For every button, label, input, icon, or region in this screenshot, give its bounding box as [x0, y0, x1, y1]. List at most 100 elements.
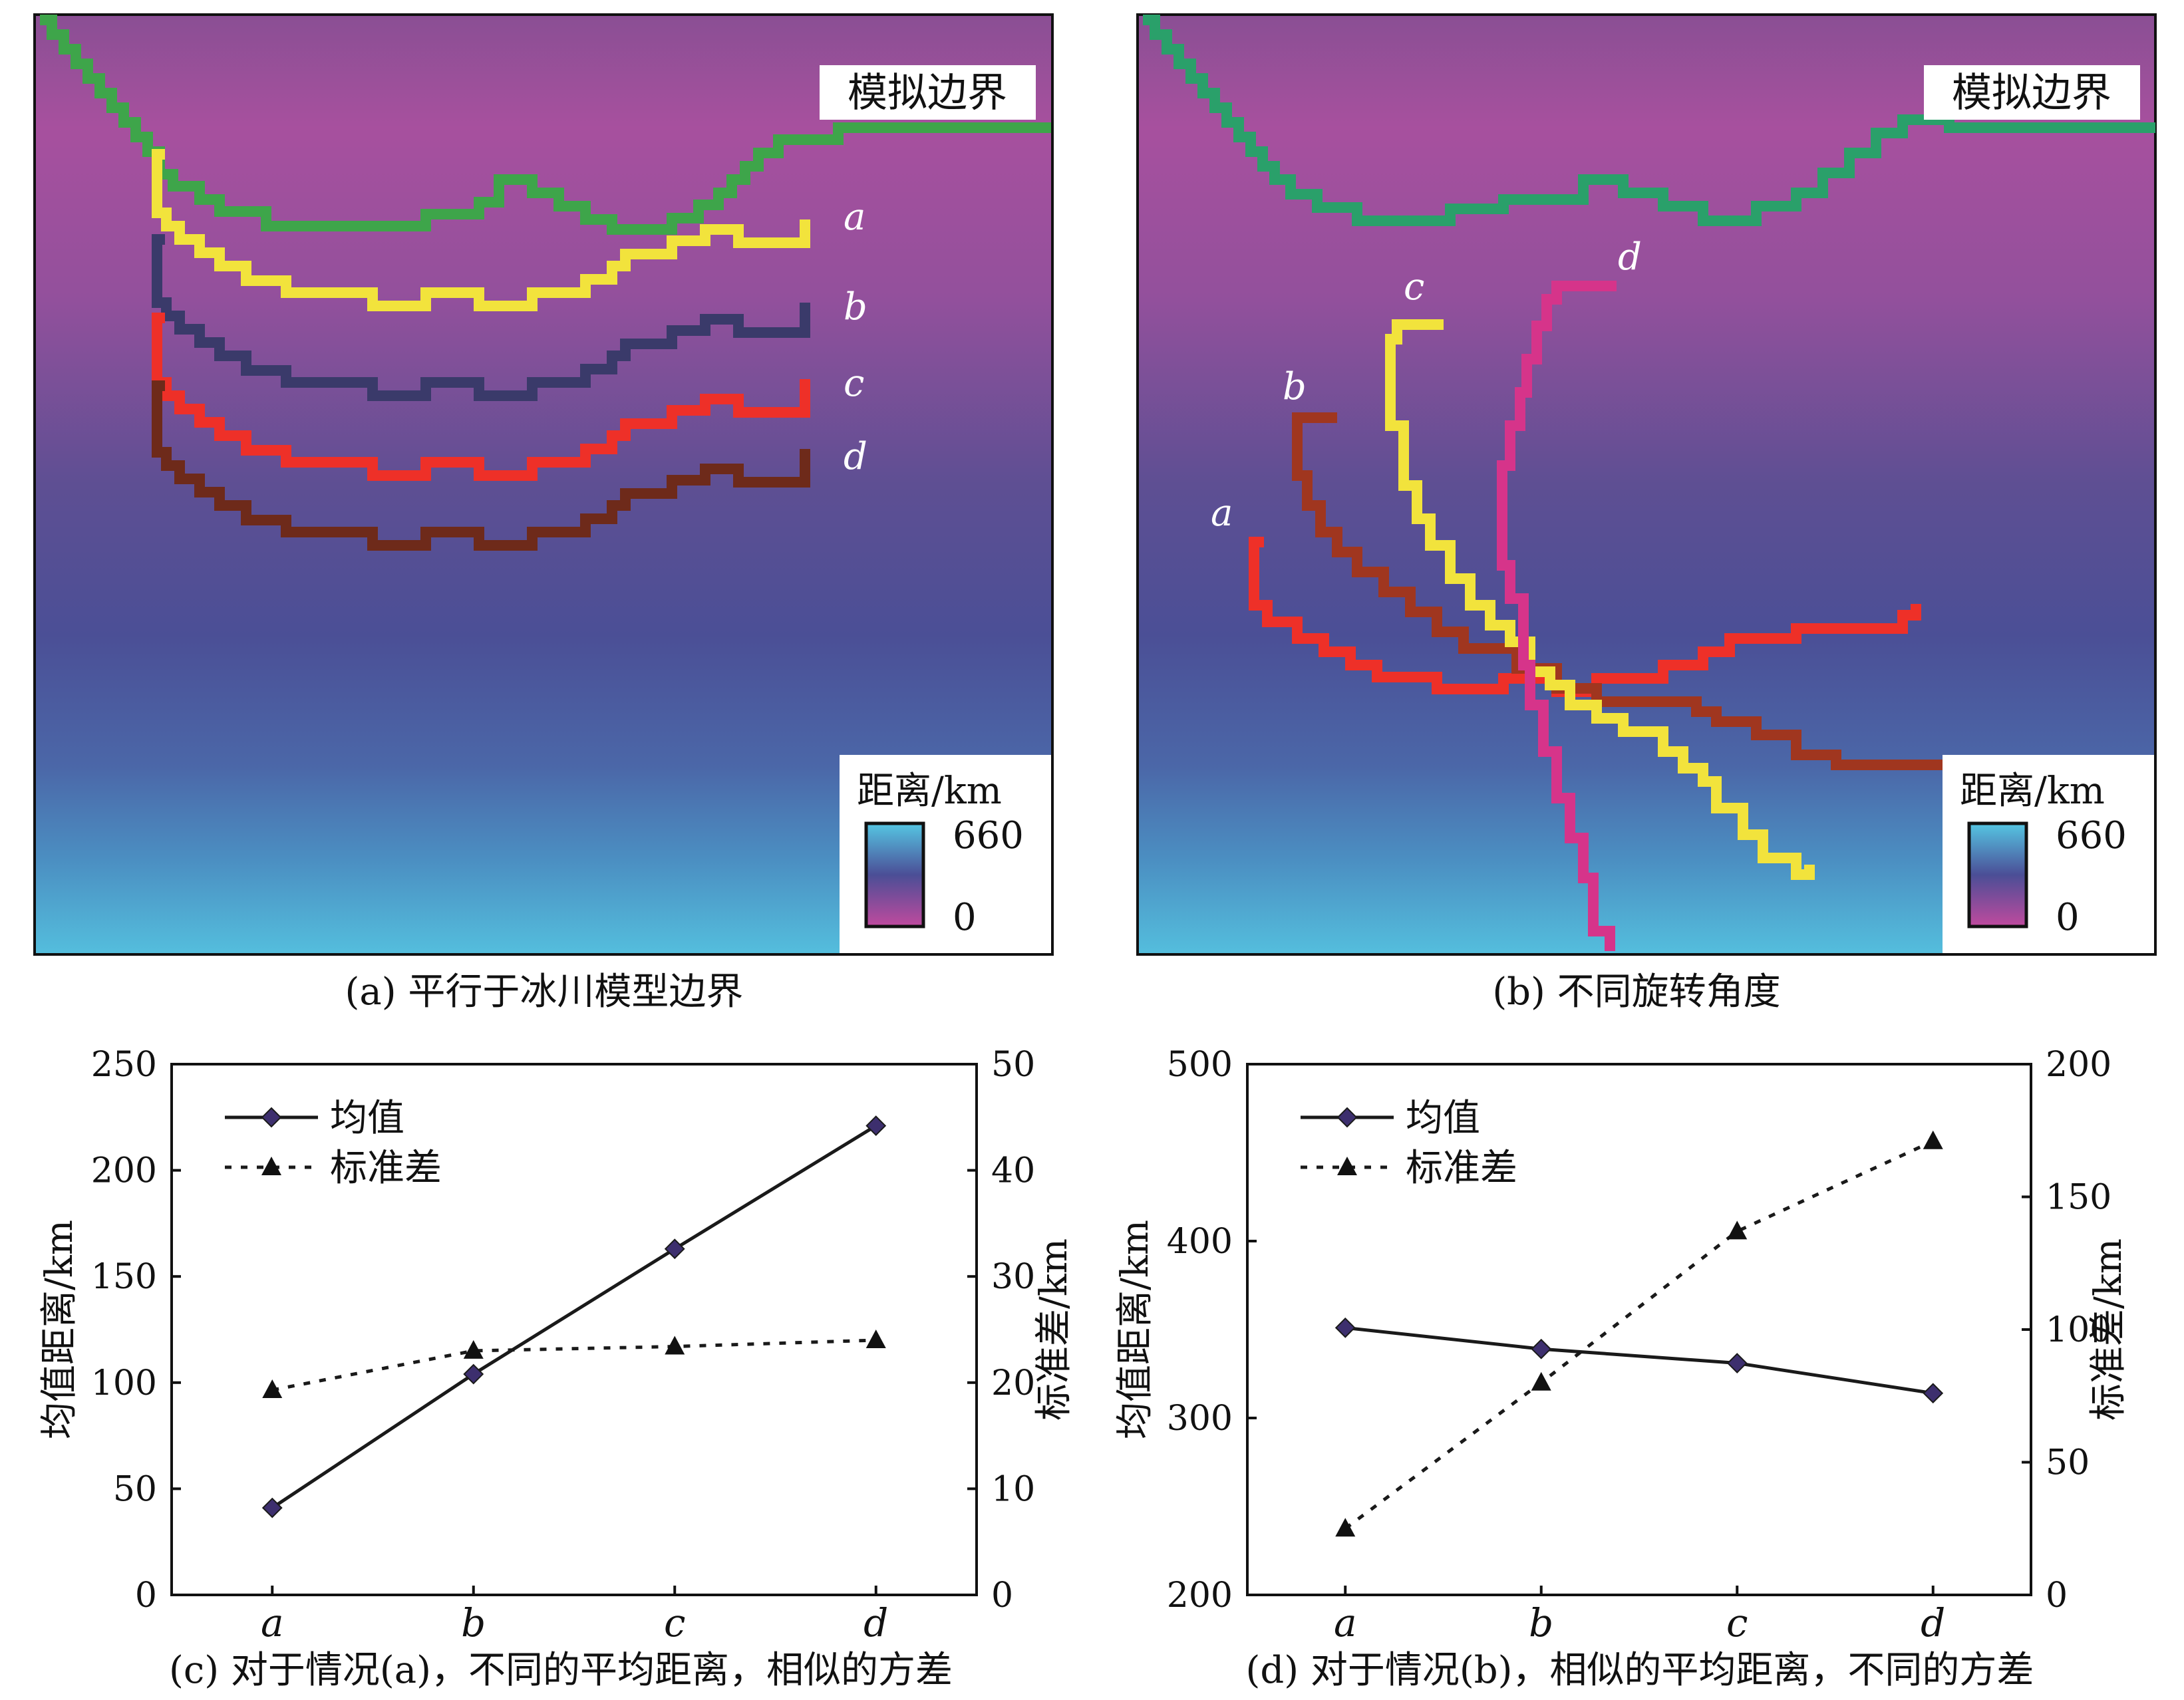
map-a-boundary-label-box — [820, 65, 1036, 120]
map-a-label-c: c — [844, 362, 864, 405]
map-a-line-c — [152, 313, 810, 481]
chart-d-right-tick-label: 50 — [2046, 1443, 2090, 1483]
map-b-label-a: a — [1211, 492, 1233, 535]
chart-d-x-tick-label: b — [1529, 1600, 1553, 1645]
chart-c-right-tick-label: 0 — [991, 1576, 1013, 1616]
chart-d-right-tick-label: 150 — [2046, 1178, 2111, 1218]
map-b-label-d: d — [1618, 235, 1642, 279]
chart-d-left-tick-label: 200 — [1167, 1576, 1233, 1616]
charts: 0 50 100 150 200 250 0 10 20 30 40 50 a b c d 均值距离/km 标准差… — [38, 1045, 2130, 1692]
chart-d: 200 300 400 500 0 50 100 150 200 a b c d 均值距离/km 标准差/k… — [1114, 1045, 2130, 1692]
chart-c-plot-frame — [170, 1063, 978, 1596]
chart-d-stddev-point — [1531, 1371, 1551, 1391]
chart-d-series-stddev-line — [1344, 1139, 1934, 1530]
map-b-boundary-line — [1143, 15, 2155, 226]
chart-c-mean-point — [865, 1115, 887, 1136]
map-a-boundary-label: 模拟边界 — [848, 70, 1007, 116]
map-b-line-c — [1385, 319, 1815, 880]
chart-d-left-tick-label: 300 — [1167, 1399, 1233, 1439]
chart-c-right-tick-label: 50 — [991, 1045, 1035, 1085]
map-b-label-c: c — [1404, 265, 1424, 309]
chart-c-legend-mean-label: 均值 — [330, 1097, 404, 1140]
chart-c-series-mean-line — [271, 1124, 877, 1510]
chart-c-x-tick-label: c — [664, 1600, 685, 1645]
chart-c-x-tick-label: d — [863, 1600, 888, 1645]
chart-c-mean-point — [261, 1497, 283, 1518]
map-b-boundary-label-box — [1924, 65, 2140, 120]
map-b-colorbar-title: 距离/km — [1960, 770, 2105, 813]
chart-d-left-tick-label: 500 — [1167, 1045, 1233, 1085]
chart-c-stddev-point — [463, 1340, 484, 1359]
chart-c-stddev-point — [262, 1379, 283, 1398]
chart-d-right-tick-label: 100 — [2046, 1310, 2111, 1350]
map-b-line-d — [1497, 281, 1617, 951]
chart-c-x-tick-label: b — [461, 1600, 486, 1645]
chart-c-left-tick-label: 250 — [91, 1045, 157, 1085]
chart-c-right-tick-label: 10 — [991, 1469, 1035, 1509]
chart-c-right-tick-label: 20 — [991, 1363, 1035, 1403]
chart-d-stddev-point — [1335, 1518, 1356, 1537]
map-a-label-a: a — [844, 196, 865, 239]
chart-d-legend-mean-marker — [1336, 1107, 1358, 1128]
map-a-colorbar-max: 660 — [953, 814, 1024, 857]
chart-c-left-tick-label: 200 — [91, 1151, 157, 1191]
chart-c-legend-stddev-label: 标准差 — [330, 1147, 442, 1190]
chart-c-left-tick-label: 50 — [113, 1469, 157, 1509]
chart-d-x-tick-label: c — [1726, 1600, 1748, 1645]
chart-c-series-stddev-line — [271, 1338, 876, 1392]
chart-d-right-tick-label: 200 — [2046, 1045, 2111, 1085]
chart-c-stddev-point — [865, 1329, 886, 1348]
chart-c-left-tick-label: 100 — [91, 1363, 157, 1403]
chart-c-right-tick-label: 40 — [991, 1151, 1035, 1191]
chart-d-caption: (d) 对于情况(b)，相似的平均距离，不同的方差 — [1246, 1649, 2034, 1692]
map-b-colorbar — [1967, 821, 2028, 928]
chart-c-mean-point — [463, 1363, 484, 1385]
chart-c-right-tick-label: 30 — [991, 1257, 1035, 1297]
map-a-colorbar-min: 0 — [953, 896, 977, 939]
map-a-colorbar — [864, 821, 925, 928]
chart-d-mean-point — [1334, 1317, 1356, 1338]
map-a-label-d: d — [844, 435, 867, 478]
chart-d-x-tick-label: a — [1334, 1600, 1357, 1645]
map-a-line-b — [152, 234, 810, 401]
chart-d-x-tick-label: d — [1921, 1600, 1945, 1645]
chart-d-y-axis-label: 均值距离/km — [1114, 1220, 1157, 1439]
chart-d-mean-point — [1531, 1338, 1552, 1359]
map-b: a b c d 模拟边界 距离/km 660 0 — [1136, 13, 2157, 956]
map-a-boundary-line — [40, 15, 1051, 235]
chart-c-stddev-point — [665, 1336, 685, 1355]
map-b-line-b — [1292, 412, 1943, 770]
chart-d-stddev-point — [1923, 1130, 1943, 1149]
chart-c-caption: (c) 对于情况(a)，不同的平均距离，相似的方差 — [169, 1649, 953, 1692]
chart-c-y-axis-label: 均值距离/km — [38, 1220, 81, 1439]
map-a-colorbar-title: 距离/km — [857, 770, 1002, 813]
chart-d-legend-mean-label: 均值 — [1406, 1097, 1480, 1140]
chart-d-mean-point — [1726, 1353, 1748, 1373]
chart-d-legend-stddev-marker — [1337, 1157, 1357, 1175]
chart-c-legend-mean-marker — [261, 1107, 282, 1128]
map-a-line-d — [152, 380, 810, 551]
chart-d-left-tick-label: 400 — [1167, 1222, 1233, 1262]
map-b-boundary-label: 模拟边界 — [1952, 70, 2111, 116]
chart-c: 0 50 100 150 200 250 0 10 20 30 40 50 a b c d 均值距离/km 标准差… — [38, 1045, 1076, 1692]
chart-d-stddev-point — [1727, 1220, 1748, 1240]
chart-d-right-tick-label: 0 — [2046, 1576, 2068, 1616]
chart-c-left-tick-label: 0 — [135, 1576, 157, 1616]
map-b-caption: (b) 不同旋转角度 — [1492, 970, 1780, 1014]
chart-c-left-tick-label: 150 — [91, 1257, 157, 1297]
chart-c-legend-stddev-marker — [261, 1157, 281, 1175]
map-b-label-b: b — [1283, 365, 1307, 408]
chart-d-legend-stddev-label: 标准差 — [1406, 1147, 1517, 1190]
chart-d-y2-axis-label: 标准差/km — [2087, 1238, 2130, 1421]
chart-d-mean-point — [1923, 1383, 1944, 1404]
chart-c-y2-axis-label: 标准差/km — [1032, 1238, 1076, 1421]
map-a-line-a — [152, 149, 810, 311]
map-a-label-b: b — [844, 285, 867, 329]
map-b-colorbar-min: 0 — [2056, 896, 2080, 939]
map-a: a b c d 模拟边界 距离/km 660 0 — [33, 13, 1054, 956]
chart-d-series-mean-line — [1344, 1326, 1934, 1395]
chart-c-mean-point — [664, 1238, 685, 1260]
map-a-caption: (a) 平行于冰川模型边界 — [345, 970, 744, 1014]
